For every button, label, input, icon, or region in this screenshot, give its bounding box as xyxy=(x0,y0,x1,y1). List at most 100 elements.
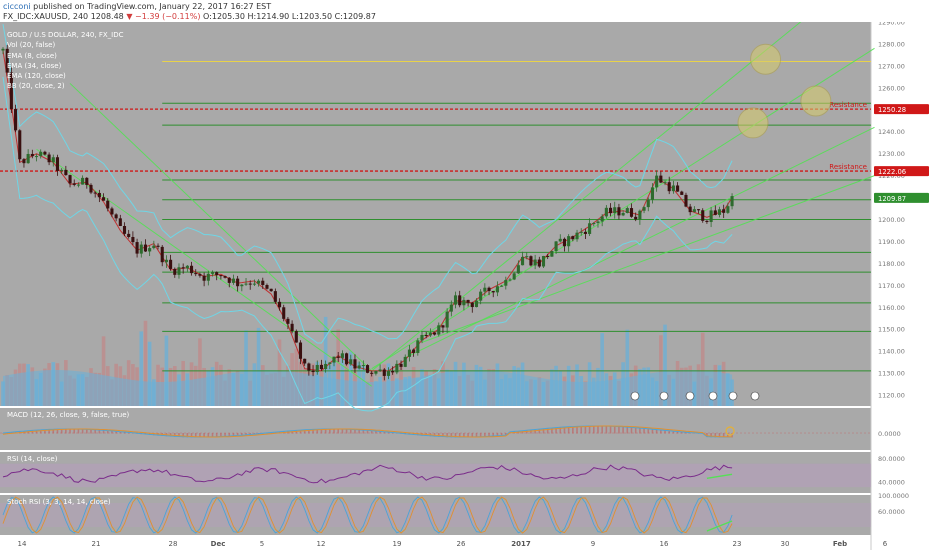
macd-histogram-bar xyxy=(488,433,490,437)
macd-histogram-bar xyxy=(329,429,331,434)
macd-histogram-bar xyxy=(458,433,461,438)
candle-body xyxy=(667,182,671,192)
candle-body xyxy=(139,244,143,254)
candle-body xyxy=(236,278,240,287)
macd-histogram-bar xyxy=(123,432,126,434)
indicator-ema120[interactable]: EMA (120, close) xyxy=(7,72,66,80)
volume-bar xyxy=(700,332,705,406)
indicator-macd[interactable]: MACD (12, 26, close, 9, false, true) xyxy=(7,411,130,419)
stoch-trend-line xyxy=(706,520,733,532)
macd-histogram-bar xyxy=(605,426,608,434)
candle-body xyxy=(491,291,495,293)
candle-body xyxy=(210,272,215,274)
macd-histogram-bar xyxy=(320,429,323,434)
candle-body xyxy=(39,151,43,157)
macd-histogram-bar xyxy=(672,431,675,434)
macd-histogram-bar xyxy=(718,433,721,438)
volume-bar xyxy=(101,336,106,406)
candle-body xyxy=(428,332,432,336)
macd-histogram-bar xyxy=(316,429,319,434)
macd-histogram-bar xyxy=(580,426,583,434)
indicator-bb[interactable]: BB (20, close, 2) xyxy=(7,82,65,90)
candle-body xyxy=(22,159,26,164)
macd-histogram-bar xyxy=(44,429,46,434)
macd-histogram-bar xyxy=(358,429,360,434)
macd-histogram-bar xyxy=(505,433,507,436)
candle-body xyxy=(93,192,97,194)
stoch-d-line xyxy=(2,496,733,534)
candle-body xyxy=(466,299,470,303)
candle-body xyxy=(567,236,571,247)
author-name[interactable]: cicconi xyxy=(3,2,31,11)
rsi-trend-line xyxy=(706,473,733,480)
candle-body xyxy=(198,274,202,276)
indicator-ema8[interactable]: EMA (8, close) xyxy=(7,52,57,60)
candle-body xyxy=(516,265,520,274)
candle-body xyxy=(382,369,386,376)
macd-histogram-bar xyxy=(618,426,620,434)
candle-body xyxy=(194,273,198,275)
macd-histogram-bar xyxy=(722,433,725,438)
candle-body xyxy=(261,280,265,286)
candle-body xyxy=(386,370,391,376)
candle-body xyxy=(294,331,298,343)
indicator-rsi[interactable]: RSI (14, close) xyxy=(7,455,58,463)
candle-body xyxy=(395,363,399,373)
candle-body xyxy=(470,302,474,308)
candle-body xyxy=(537,259,541,267)
event-marker-2 xyxy=(685,391,695,401)
target-circle-1 xyxy=(800,85,832,117)
candle-body xyxy=(14,108,18,131)
candle-body xyxy=(26,153,30,164)
volume-bar xyxy=(244,330,248,406)
price-tick-16: 1280.00 xyxy=(878,40,905,48)
candle-body xyxy=(629,208,634,217)
macd-histogram-bar xyxy=(31,430,34,434)
macd-histogram-bar xyxy=(60,429,63,434)
candle-body xyxy=(412,349,416,353)
macd-histogram-bar xyxy=(576,426,578,434)
macd-histogram-bar xyxy=(362,430,365,434)
trading-chart[interactable]: Resistance Resistance 1120.00 1130.00 1140.0… xyxy=(0,22,932,550)
time-tick-10: 16 xyxy=(660,540,669,548)
time-tick-7: 26 xyxy=(457,540,466,548)
macd-histogram-bar xyxy=(391,432,394,434)
price-label-bg-0 xyxy=(874,104,929,115)
macd-histogram-bar xyxy=(73,429,76,434)
candle-body xyxy=(30,153,34,157)
candle-body xyxy=(181,267,185,269)
macd-histogram-bar xyxy=(39,429,42,434)
macd-histogram-bar xyxy=(299,430,302,434)
candle-body xyxy=(215,272,219,276)
macd-histogram-bar xyxy=(647,428,650,434)
candle-body xyxy=(701,210,705,221)
indicator-vol[interactable]: Vol (20, false) xyxy=(7,41,56,49)
candle-body xyxy=(131,236,135,243)
event-marker-0 xyxy=(630,391,640,401)
candle-body xyxy=(562,238,567,247)
plot-background xyxy=(0,22,871,550)
candle-body xyxy=(500,285,504,287)
candle-body xyxy=(319,364,323,370)
macd-histogram-bar xyxy=(48,429,50,434)
macd-histogram-bar xyxy=(714,433,717,438)
macd-histogram-bar xyxy=(354,429,356,434)
macd-histogram-bar xyxy=(622,426,624,434)
indicator-stoch-rsi[interactable]: Stoch RSI (3, 3, 14, 14, close) xyxy=(7,498,111,506)
candle-body xyxy=(282,307,286,319)
macd-histogram-bar xyxy=(597,426,599,434)
candle-body xyxy=(655,175,659,188)
indicator-ema34[interactable]: EMA (34, close) xyxy=(7,62,62,70)
time-tick-12: 30 xyxy=(781,540,790,548)
macd-histogram-bar xyxy=(655,429,658,434)
ohlc-values: O:1205.30 H:1214.90 L:1203.50 C:1209.87 xyxy=(203,12,376,21)
event-marker-4 xyxy=(728,391,738,401)
price-label-bg-2 xyxy=(874,192,929,203)
candle-body xyxy=(353,359,357,369)
macd-histogram-bar xyxy=(56,429,59,434)
candle-body xyxy=(5,48,9,73)
candle-body xyxy=(122,225,127,234)
candle-body xyxy=(613,207,617,214)
candle-body xyxy=(378,369,382,371)
macd-histogram-bar xyxy=(500,433,503,436)
